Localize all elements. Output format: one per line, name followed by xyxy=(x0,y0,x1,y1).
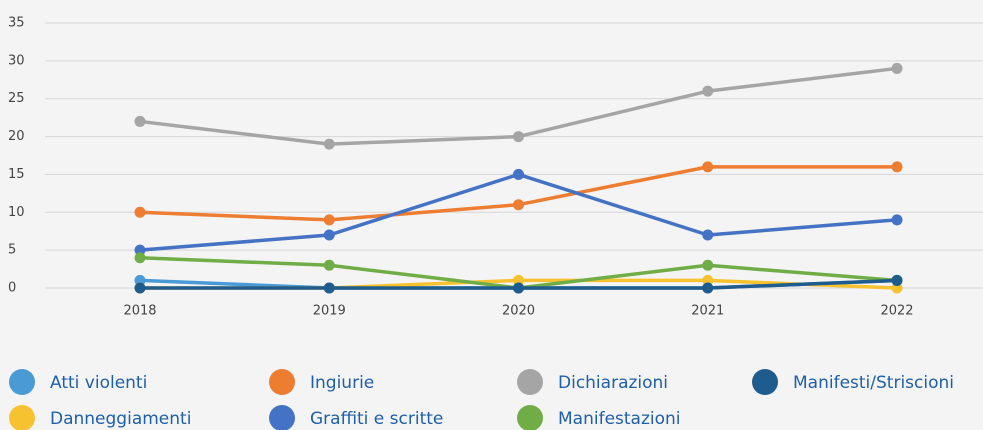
data-point xyxy=(323,229,335,241)
x-tick-label: 2021 xyxy=(691,304,724,319)
x-tick-label: 2019 xyxy=(313,304,346,319)
data-point xyxy=(323,259,335,271)
data-point xyxy=(134,282,146,294)
y-tick-label: 30 xyxy=(8,53,25,68)
data-point xyxy=(702,85,714,97)
data-point xyxy=(513,168,524,180)
data-point xyxy=(702,282,714,294)
legend-swatch xyxy=(517,405,543,430)
legend-label: Manifestazioni xyxy=(558,409,681,429)
y-tick-label: 10 xyxy=(8,205,25,220)
legend-label: Danneggiamenti xyxy=(50,409,191,429)
legend-swatch xyxy=(9,369,35,395)
data-point xyxy=(134,115,146,127)
legend-swatch xyxy=(517,369,543,395)
x-tick-label: 2018 xyxy=(123,304,156,319)
y-tick-label: 20 xyxy=(8,129,25,144)
legend-swatch xyxy=(269,405,295,430)
x-tick-label: 2020 xyxy=(502,304,535,319)
data-point xyxy=(702,229,714,241)
legend-swatch xyxy=(269,369,295,395)
data-point xyxy=(323,138,335,150)
data-point xyxy=(513,274,524,286)
data-point xyxy=(134,244,146,256)
data-point xyxy=(323,214,335,226)
y-tick-label: 35 xyxy=(8,16,25,31)
legend-label: Atti violenti xyxy=(50,373,147,393)
legend-swatch xyxy=(752,369,778,395)
x-tick-label: 2022 xyxy=(880,304,913,319)
data-point xyxy=(891,214,903,226)
legend-label: Dichiarazioni xyxy=(558,373,668,393)
data-point xyxy=(891,274,903,286)
data-point xyxy=(891,161,903,173)
data-point xyxy=(323,282,335,294)
y-tick-label: 0 xyxy=(8,281,16,296)
y-tick-label: 5 xyxy=(8,243,16,258)
data-point xyxy=(513,131,524,143)
data-point xyxy=(134,206,146,218)
y-tick-label: 15 xyxy=(8,167,25,182)
legend-label: Manifesti/Striscioni xyxy=(793,373,954,393)
data-point xyxy=(513,282,524,294)
y-tick-label: 25 xyxy=(8,91,25,106)
legend-swatch xyxy=(9,405,35,430)
data-point xyxy=(513,199,524,211)
data-point xyxy=(891,282,903,294)
data-point xyxy=(702,259,714,271)
data-point xyxy=(891,62,903,74)
legend-label: Ingiurie xyxy=(310,373,374,393)
data-point xyxy=(702,161,714,173)
legend-label: Graffiti e scritte xyxy=(310,409,443,429)
data-point xyxy=(134,252,146,264)
data-point xyxy=(702,274,714,286)
data-point xyxy=(134,274,146,286)
